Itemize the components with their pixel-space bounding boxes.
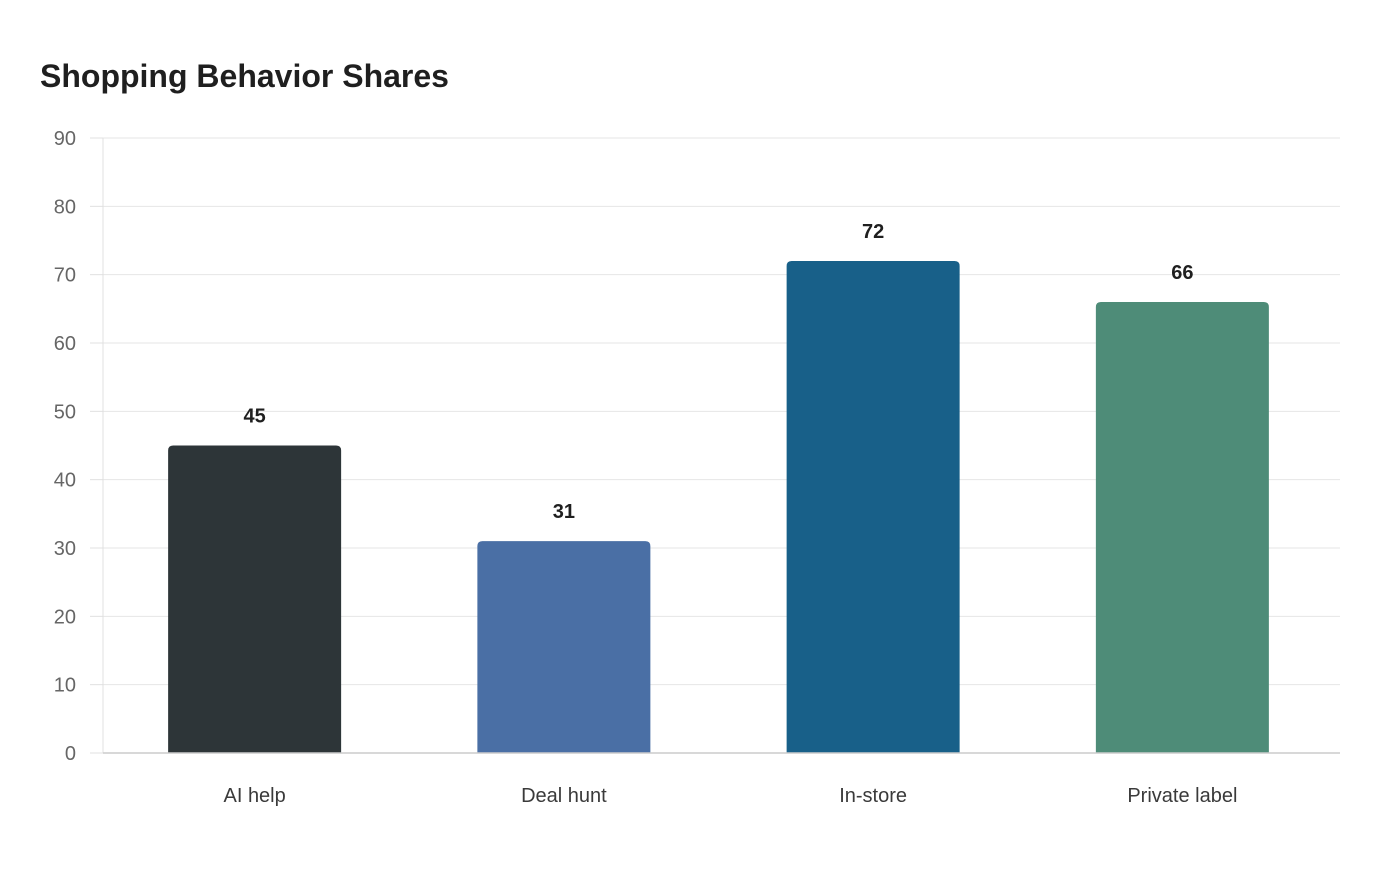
bar-in-store xyxy=(786,261,960,753)
bar-private-label xyxy=(1095,302,1269,753)
axes xyxy=(90,137,1340,754)
bars xyxy=(168,261,1269,753)
y-tick-label: 90 xyxy=(54,128,76,150)
x-tick-label: Private label xyxy=(1127,785,1237,807)
x-tick-label: In-store xyxy=(839,785,907,807)
bar-ai-help xyxy=(168,445,342,753)
y-tick-label: 40 xyxy=(54,470,76,492)
y-tick-label: 30 xyxy=(54,538,76,560)
y-tick-label: 10 xyxy=(54,675,76,697)
y-tick-label: 0 xyxy=(65,743,76,765)
labels: 0 10 20 30 40 50 60 70 80 90 45 AI help 31 Deal hunt 7… xyxy=(54,128,1238,807)
x-tick-label: AI help xyxy=(223,785,285,807)
y-tick-label: 50 xyxy=(54,401,76,423)
y-tick-label: 60 xyxy=(54,333,76,355)
y-tick-label: 80 xyxy=(54,196,76,218)
x-tick-label: Deal hunt xyxy=(521,785,607,807)
data-label: 45 xyxy=(244,406,266,428)
bar-deal-hunt xyxy=(477,541,651,753)
data-label: 31 xyxy=(553,501,575,523)
y-tick-label: 20 xyxy=(54,606,76,628)
chart-title: Shopping Behavior Shares xyxy=(40,58,449,94)
data-label: 66 xyxy=(1171,262,1193,284)
data-label: 72 xyxy=(862,221,884,243)
y-tick-label: 70 xyxy=(54,265,76,287)
